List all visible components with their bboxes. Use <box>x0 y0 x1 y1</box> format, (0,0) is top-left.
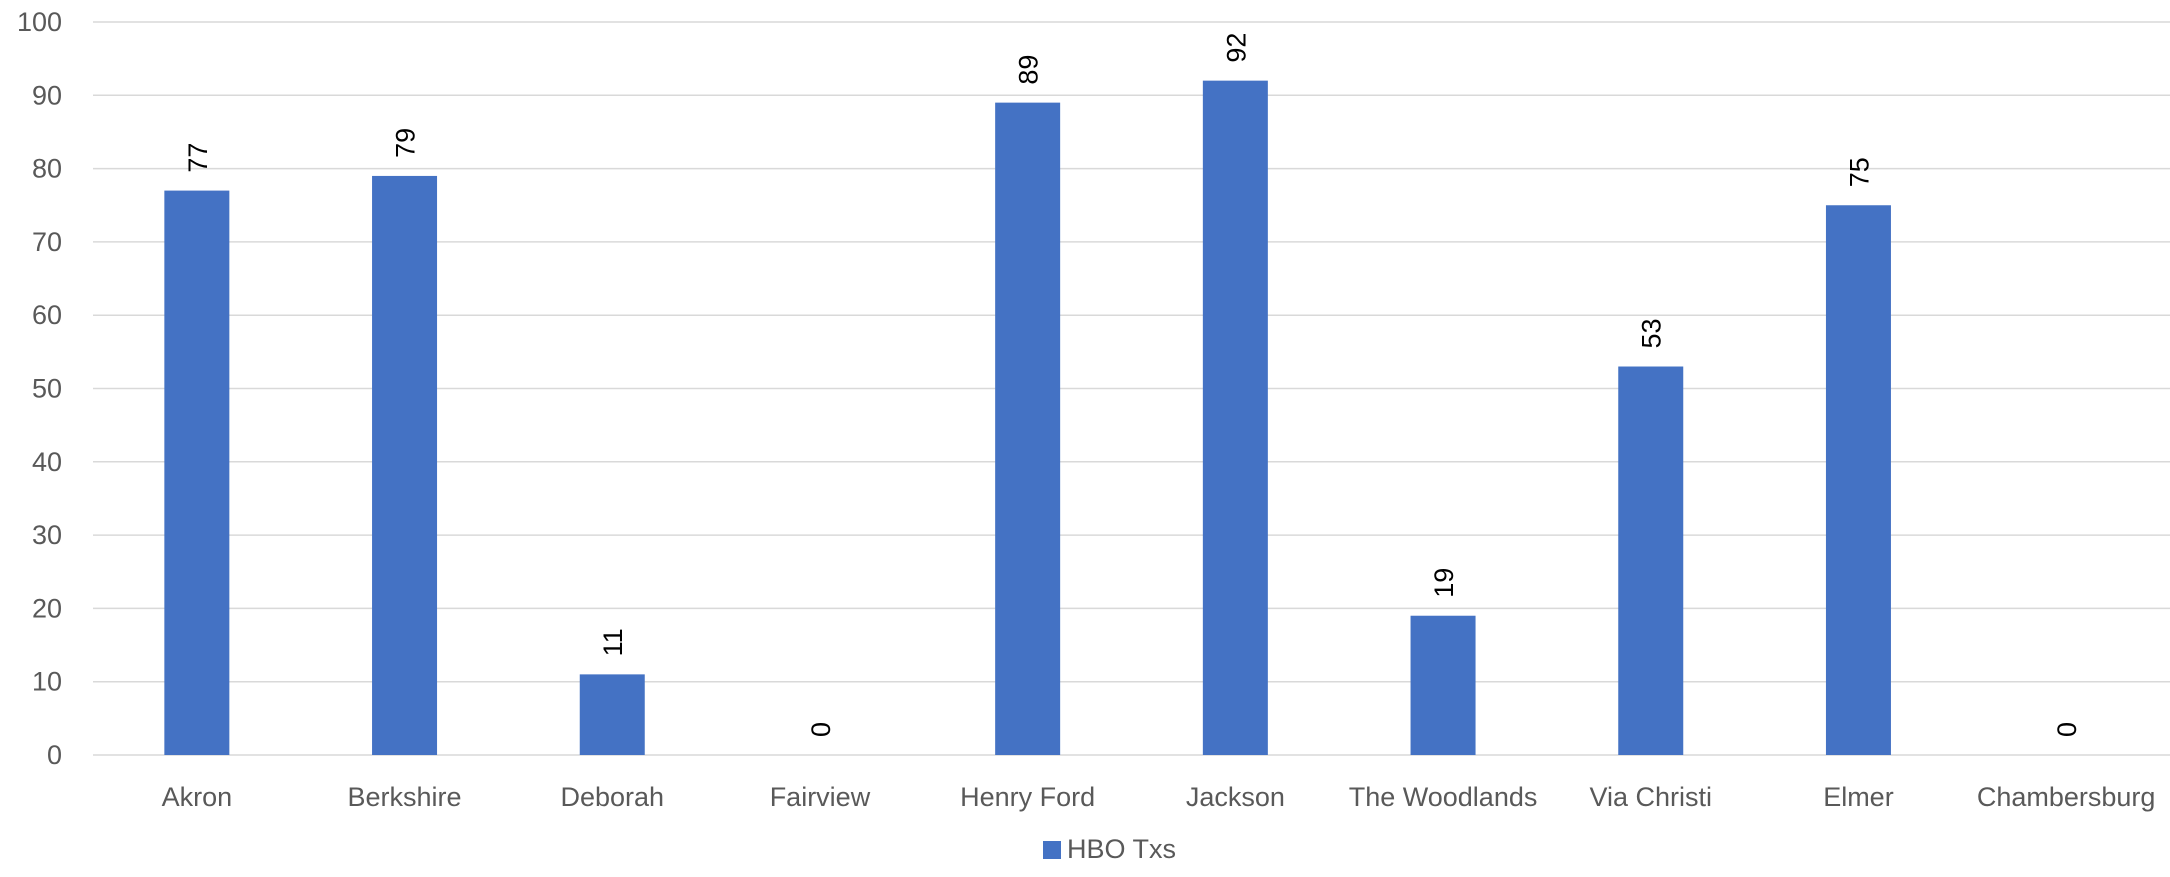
legend-swatch <box>1043 841 1061 859</box>
x-tick-label: Deborah <box>560 782 664 812</box>
x-tick-label: The Woodlands <box>1349 782 1538 812</box>
y-tick-label: 80 <box>32 154 62 184</box>
y-tick-label: 20 <box>32 593 62 623</box>
y-tick-label: 10 <box>32 667 62 697</box>
x-tick-label: Jackson <box>1186 782 1285 812</box>
data-label: 0 <box>2052 722 2082 737</box>
y-tick-label: 30 <box>32 520 62 550</box>
bar-jackson <box>1203 81 1268 755</box>
y-tick-label: 40 <box>32 447 62 477</box>
bar-via-christi <box>1618 367 1683 755</box>
data-labels: 77 79 11 0 89 92 19 53 75 0 <box>183 33 2082 737</box>
y-tick-label: 100 <box>17 7 62 37</box>
x-axis-ticks: Akron Berkshire Deborah Fairview Henry Ford J… <box>162 782 2156 812</box>
data-label: 77 <box>183 143 213 173</box>
bar-berkshire <box>372 176 437 755</box>
data-label: 92 <box>1221 33 1251 63</box>
x-tick-label: Akron <box>162 782 233 812</box>
data-label: 19 <box>1429 568 1459 598</box>
y-tick-label: 0 <box>47 740 62 770</box>
legend: HBO Txs <box>1043 834 1176 864</box>
x-tick-label: Elmer <box>1823 782 1894 812</box>
y-axis-ticks: 0 10 20 30 40 50 60 70 80 90 100 <box>17 7 62 770</box>
bar-elmer <box>1826 205 1891 755</box>
x-tick-label: Henry Ford <box>960 782 1095 812</box>
bar-deborah <box>580 674 645 755</box>
data-label: 89 <box>1014 55 1044 85</box>
x-tick-label: Fairview <box>770 782 871 812</box>
y-tick-label: 60 <box>32 300 62 330</box>
data-label: 75 <box>1844 157 1874 187</box>
x-tick-label: Chambersburg <box>1977 782 2156 812</box>
legend-label: HBO Txs <box>1067 834 1176 864</box>
y-tick-label: 50 <box>32 374 62 404</box>
bars <box>164 81 1891 755</box>
data-label: 79 <box>391 128 421 158</box>
y-tick-label: 90 <box>32 80 62 110</box>
bar-akron <box>164 191 229 755</box>
bar-the-woodlands <box>1411 616 1476 755</box>
x-tick-label: Berkshire <box>348 782 462 812</box>
data-label: 53 <box>1637 318 1667 348</box>
x-tick-label: Via Christi <box>1589 782 1712 812</box>
data-label: 0 <box>806 722 836 737</box>
data-label: 11 <box>598 628 628 656</box>
bar-henry-ford <box>995 103 1060 755</box>
y-tick-label: 70 <box>32 227 62 257</box>
